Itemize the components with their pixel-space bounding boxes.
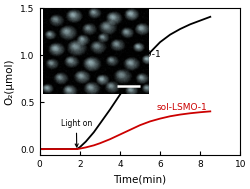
Text: LSMO-1: LSMO-1: [126, 50, 160, 59]
Text: sol-LSMO-1: sol-LSMO-1: [156, 103, 206, 112]
X-axis label: Time(min): Time(min): [113, 174, 166, 184]
Y-axis label: O₂(μmol): O₂(μmol): [5, 58, 15, 105]
Text: Light on: Light on: [60, 119, 92, 147]
